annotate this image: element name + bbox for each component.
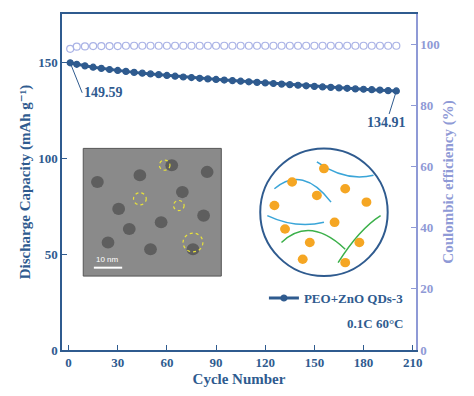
svg-text:0: 0 — [51, 343, 58, 358]
svg-text:PEO+ZnO QDs-3: PEO+ZnO QDs-3 — [304, 291, 403, 306]
svg-text:Coulombic efficiency (%): Coulombic efficiency (%) — [440, 100, 457, 263]
svg-text:60: 60 — [160, 355, 173, 370]
svg-text:180: 180 — [354, 355, 374, 370]
svg-text:60: 60 — [420, 159, 433, 174]
svg-text:30: 30 — [111, 355, 124, 370]
svg-text:150: 150 — [38, 55, 58, 70]
svg-text:50: 50 — [45, 247, 58, 262]
svg-text:134.91: 134.91 — [367, 115, 406, 130]
svg-text:80: 80 — [420, 98, 433, 113]
svg-text:Discharge Capacity (mAh g⁻¹): Discharge Capacity (mAh g⁻¹) — [17, 85, 34, 279]
svg-text:40: 40 — [420, 220, 433, 235]
svg-text:210: 210 — [403, 355, 423, 370]
svg-text:100: 100 — [420, 37, 440, 52]
svg-text:0: 0 — [420, 343, 427, 358]
svg-text:0.1C 60°C: 0.1C 60°C — [347, 316, 403, 331]
svg-text:0: 0 — [65, 355, 72, 370]
svg-text:10 nm: 10 nm — [96, 255, 119, 264]
svg-text:149.59: 149.59 — [84, 85, 123, 100]
svg-text:90: 90 — [210, 355, 223, 370]
svg-text:120: 120 — [255, 355, 275, 370]
svg-text:100: 100 — [38, 151, 58, 166]
svg-text:Cycle Number: Cycle Number — [193, 371, 286, 387]
svg-text:150: 150 — [305, 355, 325, 370]
svg-text:20: 20 — [420, 281, 433, 296]
